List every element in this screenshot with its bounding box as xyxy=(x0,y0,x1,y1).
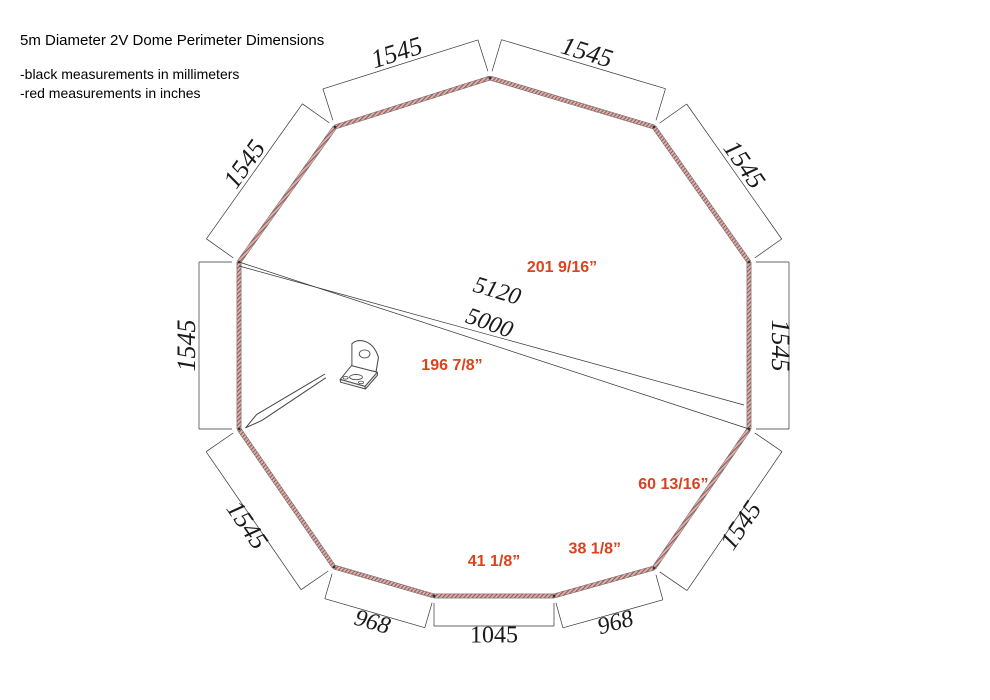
svg-text:1545: 1545 xyxy=(172,320,201,372)
svg-text:60 13/16”: 60 13/16” xyxy=(638,476,708,493)
svg-text:41 1/8”: 41 1/8” xyxy=(468,553,520,570)
svg-text:38 1/8”: 38 1/8” xyxy=(569,541,621,558)
svg-text:201 9/16”: 201 9/16” xyxy=(527,259,597,276)
svg-text:196 7/8”: 196 7/8” xyxy=(421,357,482,374)
svg-text:-black measurements in millime: -black measurements in millimeters xyxy=(20,66,239,82)
svg-text:5m Diameter 2V Dome Perimeter: 5m Diameter 2V Dome Perimeter Dimensions xyxy=(20,32,324,49)
svg-text:-red measurements in inches: -red measurements in inches xyxy=(20,85,201,101)
svg-text:1545: 1545 xyxy=(766,320,795,372)
svg-text:1045: 1045 xyxy=(470,623,518,649)
